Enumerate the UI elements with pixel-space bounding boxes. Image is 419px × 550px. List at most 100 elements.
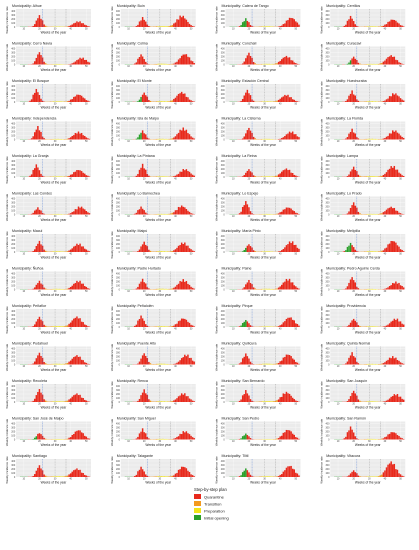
bar-week-34 [60, 138, 63, 140]
y-tick-label: 0 [328, 138, 330, 141]
bar-week-43 [284, 321, 286, 327]
bar-week-45 [287, 430, 289, 440]
x-tick-label: 30 [263, 103, 266, 106]
y-axis-label: Weekly incidence rate [215, 456, 219, 484]
bar-week-18 [245, 92, 247, 102]
y-tick-label: 100 [116, 359, 121, 362]
y-tick-label: 300 [221, 51, 226, 54]
bar-week-16 [137, 471, 139, 477]
bar-week-49 [84, 24, 86, 27]
bar-week-52 [193, 476, 195, 477]
bar-week-19 [37, 125, 39, 140]
bar-week-45 [182, 431, 184, 440]
bar-week-39 [68, 323, 70, 327]
x-tick-label: 10 [337, 478, 340, 481]
bar-week-40 [279, 212, 281, 215]
x-tick-label: 50 [399, 253, 402, 256]
bar-week-36 [168, 288, 170, 290]
bar-week-21 [249, 95, 252, 102]
bar-week-41 [71, 358, 73, 365]
panel-estacion-central: Municipality: Estación Central0100200300… [215, 79, 301, 109]
bar-week-42 [177, 206, 180, 215]
bar-week-23 [148, 99, 150, 102]
bar-week-35 [271, 63, 274, 65]
y-tick-label: 0 [119, 251, 121, 254]
x-tick-label: 20 [143, 178, 146, 181]
y-tick-label: 400 [11, 197, 16, 200]
x-tick-label: 20 [143, 215, 146, 218]
bar-week-15 [240, 399, 242, 402]
bar-week-47 [80, 283, 83, 290]
bar-week-18 [35, 246, 38, 252]
x-tick-label: 10 [127, 478, 130, 481]
y-tick-label: 200 [325, 130, 330, 133]
y-tick-label: 400 [221, 197, 226, 200]
y-tick-label: 100 [221, 322, 226, 325]
bar-week-31 [55, 288, 58, 290]
bar-week-45 [182, 357, 184, 365]
x-axis-label: Weeks of the year [355, 330, 382, 334]
bar-week-40 [174, 62, 177, 65]
y-tick-label: 300 [11, 389, 16, 392]
bar-week-19 [141, 244, 144, 252]
bar-week-44 [285, 245, 288, 252]
bar-week-40 [384, 138, 386, 140]
bar-week-46 [288, 241, 291, 252]
bar-week-39 [173, 63, 175, 65]
bar-week-44 [180, 205, 183, 215]
bar-week-16 [346, 401, 349, 402]
y-tick-label: 300 [325, 89, 330, 92]
bar-week-31 [370, 176, 372, 177]
bar-week-21 [354, 95, 356, 102]
x-axis-label: Weeks of the year [250, 180, 277, 184]
bar-week-48 [291, 131, 294, 140]
bar-week-33 [163, 363, 166, 365]
x-tick-label: 40 [384, 328, 387, 331]
panel-cerro-navia: Municipality: Cerro Navia010020030040010… [5, 42, 91, 72]
bar-week-20 [38, 240, 41, 252]
x-tick-label: 40 [279, 365, 282, 368]
x-tick-label: 10 [337, 440, 340, 443]
bar-week-47 [185, 129, 188, 140]
bar-week-44 [76, 60, 78, 65]
bar-week-44 [180, 171, 183, 177]
bar-week-32 [162, 251, 164, 252]
bar-week-48 [396, 394, 399, 402]
x-tick-label: 40 [384, 215, 387, 218]
bar-week-44 [76, 21, 78, 27]
bar-week-32 [162, 401, 164, 402]
x-tick-label: 20 [38, 328, 41, 331]
bar-week-32 [57, 288, 59, 290]
bar-week-18 [35, 395, 38, 402]
y-tick-label: 400 [221, 347, 226, 350]
bar-week-45 [392, 320, 394, 327]
bar-week-22 [356, 322, 358, 327]
x-tick-label: 20 [352, 215, 355, 218]
bar-week-38 [276, 288, 278, 290]
bar-week-48 [187, 321, 189, 327]
bar-week-42 [282, 209, 285, 215]
bar-week-17 [243, 435, 245, 440]
bar-week-45 [287, 393, 289, 402]
bar-week-17 [34, 132, 36, 140]
bar-week-20 [143, 92, 145, 102]
bar-week-18 [349, 208, 352, 215]
bar-week-52 [193, 63, 195, 65]
bar-week-42 [282, 170, 285, 177]
bar-week-20 [248, 207, 250, 215]
bar-week-48 [396, 359, 399, 365]
bar-week-40 [279, 286, 281, 290]
bar-week-52 [193, 326, 195, 327]
bar-week-32 [371, 288, 374, 290]
bar-week-20 [352, 247, 355, 252]
bar-week-39 [173, 438, 175, 440]
plot-background [330, 309, 406, 327]
bar-week-20 [352, 280, 355, 290]
plot-background [225, 121, 301, 140]
y-tick-label: 100 [221, 247, 226, 250]
y-tick-label: 200 [325, 93, 330, 96]
bar-week-16 [32, 438, 34, 440]
bar-week-16 [241, 472, 244, 477]
bar-week-40 [279, 436, 281, 440]
x-tick-label: 50 [294, 65, 297, 68]
